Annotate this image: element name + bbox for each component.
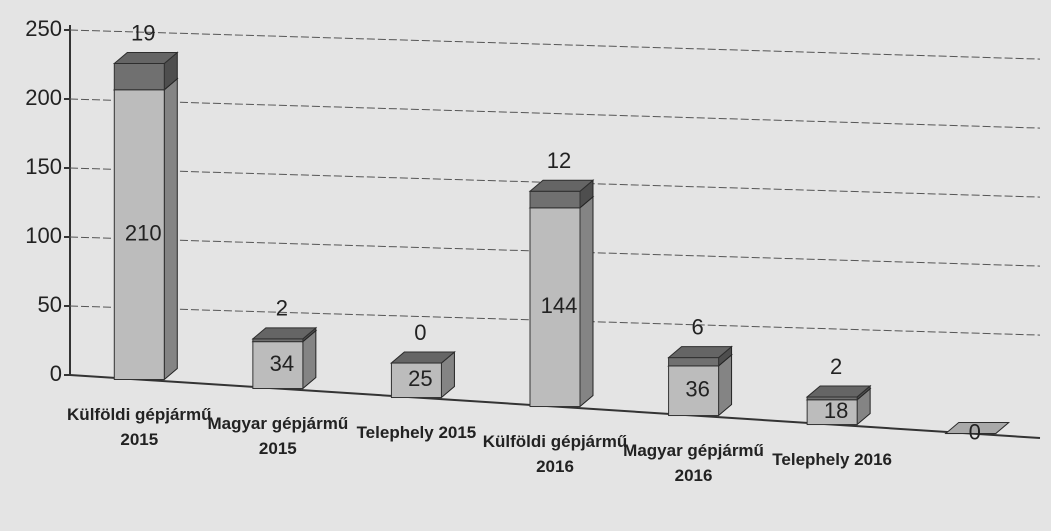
x-tick-label: Külföldi gépjármű 2016	[482, 431, 628, 477]
value-label: 12	[547, 148, 571, 173]
value-label: 19	[131, 20, 155, 45]
bar-top	[667, 346, 733, 359]
y-tick-label: 200	[25, 85, 62, 110]
x-tick-label: Magyar gépjármű 2016	[623, 440, 764, 486]
value-label: 2	[276, 296, 288, 321]
x-tick-label: Külföldi gépjármű 2015	[67, 404, 212, 450]
bar	[252, 341, 304, 390]
bar	[529, 190, 581, 209]
value-label: 25	[408, 366, 432, 391]
bar-top	[944, 422, 1011, 435]
bar-top	[251, 327, 318, 340]
y-tick-label: 150	[25, 154, 62, 179]
value-label: 2	[830, 354, 842, 379]
grid-line	[69, 29, 1041, 60]
bar	[113, 62, 165, 91]
value-label: 210	[125, 220, 162, 245]
bar-top	[528, 179, 595, 192]
bar	[113, 89, 165, 381]
value-label: 18	[824, 398, 848, 423]
x-tick-label: Telephely 2016	[772, 449, 892, 469]
value-label: 34	[270, 351, 294, 376]
y-tick-label: 0	[50, 361, 62, 386]
value-label: 6	[691, 314, 703, 339]
y-tick-label: 100	[25, 223, 62, 248]
bar	[390, 362, 442, 399]
value-label: 144	[541, 293, 578, 318]
y-tick-label: 50	[38, 292, 62, 317]
grid-line	[69, 98, 1041, 129]
bar-top	[805, 385, 872, 398]
bar-side	[579, 195, 594, 408]
bar-side	[163, 77, 178, 381]
value-label: 0	[414, 320, 426, 345]
value-label: 0	[969, 419, 981, 444]
bar-top	[390, 351, 456, 364]
x-tick-label: Telephely 2015	[356, 422, 477, 442]
bar	[668, 357, 720, 367]
value-label: 36	[685, 377, 709, 402]
x-tick-label: Magyar gépjármű 2015	[207, 413, 349, 459]
bar	[668, 365, 720, 417]
bar	[806, 399, 858, 426]
y-tick-label: 250	[25, 16, 62, 41]
bar-top	[112, 51, 179, 64]
bar	[529, 207, 581, 408]
